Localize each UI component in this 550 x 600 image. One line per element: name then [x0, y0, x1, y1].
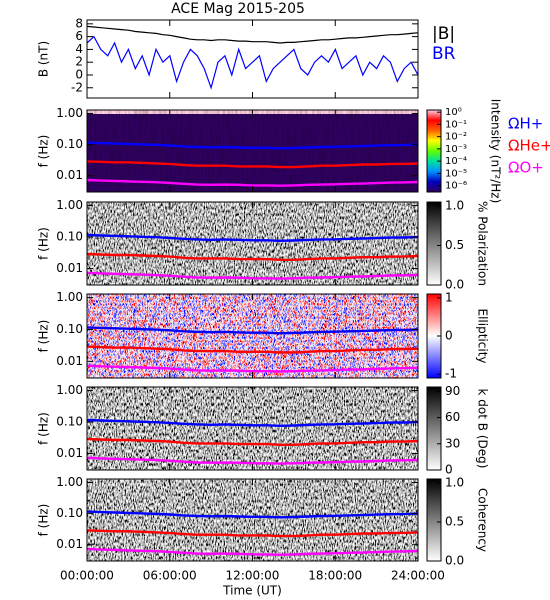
series-line	[87, 529, 418, 538]
colorbar-tick-label: 0.0	[445, 554, 464, 568]
y-tick-label: 4	[75, 42, 83, 56]
y-tick-label: 6	[75, 29, 83, 43]
colorbar-tick-label: 0.5	[445, 238, 464, 252]
colorbar-tick-label: 10⁻²	[445, 132, 467, 143]
series-line	[87, 437, 418, 446]
y-axis-label: f (Hz)	[37, 135, 51, 168]
legend-entry: ΩH+	[508, 115, 543, 133]
y-tick-label: 1.00	[56, 106, 83, 120]
series-line	[87, 326, 418, 335]
legend-entry: ΩO+	[508, 159, 544, 177]
colorbar-tick-label: 0.5	[445, 514, 464, 528]
chart-title: ACE Mag 2015-205	[171, 1, 305, 17]
colorbar-label: % Polarization	[476, 201, 490, 286]
colorbar-tick-label: 10⁻⁴	[445, 156, 467, 167]
series-line	[87, 364, 418, 373]
colorbar	[426, 386, 442, 471]
colorbar-tick-label: 10⁻¹	[445, 119, 467, 130]
y-tick-label: 0.01	[56, 168, 83, 182]
colorbar-tick-label: 1	[445, 290, 453, 304]
legend-entry: BR	[432, 44, 456, 64]
y-axis-label: f (Hz)	[37, 320, 51, 353]
legend-entry: |B|	[432, 24, 455, 44]
y-tick-label: 0	[75, 67, 83, 81]
series-line	[87, 252, 418, 261]
colorbar-tick-label: 10⁻⁵	[445, 168, 467, 179]
series-line	[87, 345, 418, 354]
colorbar-tick-label: 30	[445, 436, 460, 450]
series-line	[87, 160, 418, 169]
y-axis-label: f (Hz)	[37, 227, 51, 260]
y-axis-label: f (Hz)	[37, 412, 51, 445]
spectrogram-image	[87, 294, 418, 378]
colorbar-tick-label: -1	[445, 367, 457, 381]
colorbar-tick-label: 0	[445, 463, 453, 477]
colorbar	[426, 201, 442, 286]
spectrogram-texture	[87, 110, 418, 192]
y-tick-label: 1.00	[56, 290, 83, 304]
y-tick-label: 0.10	[56, 506, 83, 520]
y-tick-label: 0.01	[56, 537, 83, 551]
spectrogram-image	[87, 387, 418, 470]
y-tick-label: 0.01	[56, 354, 83, 368]
y-tick-label: 0.10	[56, 137, 83, 151]
x-axis-label: Time (UT)	[222, 584, 282, 598]
y-tick-label: -2	[71, 80, 83, 94]
colorbar-tick-label: 1.0	[445, 198, 464, 212]
series-line	[87, 547, 418, 556]
colorbar-tick-label: 60	[445, 410, 460, 424]
series-line	[87, 456, 418, 465]
colorbar-tick-label: 10⁰	[445, 107, 462, 118]
series-line	[87, 25, 418, 44]
y-tick-label: 2	[75, 55, 83, 69]
series-line	[87, 233, 418, 243]
series-line	[87, 178, 418, 187]
colorbar-label: Coherency	[476, 488, 490, 552]
series-line	[87, 271, 418, 280]
y-tick-label: 0.10	[56, 322, 83, 336]
colorbar-tick-label: 1.0	[445, 475, 464, 489]
series-line	[87, 418, 418, 428]
colorbar	[426, 109, 442, 193]
spectrogram-image	[87, 202, 418, 285]
colorbar-label: Intensity (nT²/Hz)	[489, 99, 503, 204]
y-tick-label: 1.00	[56, 475, 83, 489]
colorbar-tick-label: 0.0	[445, 278, 464, 292]
y-tick-label: 0.01	[56, 261, 83, 275]
y-axis-label: f (Hz)	[37, 504, 51, 537]
colorbar-tick-label: 10⁻³	[445, 144, 467, 155]
y-tick-label: 0.01	[56, 446, 83, 460]
colorbar-label: k dot B (Deg)	[476, 389, 490, 469]
spectrogram-image	[87, 479, 418, 561]
colorbar	[426, 478, 442, 562]
x-tick-label: 06:00:00	[143, 569, 197, 583]
colorbar-tick-label: 10⁻⁶	[445, 181, 467, 192]
series-line	[87, 510, 418, 519]
legend-entry: ΩHe+	[508, 137, 550, 155]
y-tick-label: 0.10	[56, 415, 83, 429]
x-tick-label: 18:00:00	[308, 569, 362, 583]
x-tick-label: 00:00:00	[60, 569, 114, 583]
y-tick-label: 0.10	[56, 230, 83, 244]
y-tick-label: 1.00	[56, 198, 83, 212]
series-line	[87, 35, 418, 90]
colorbar-tick-label: 0	[445, 329, 453, 343]
y-axis-label: B (nT)	[37, 41, 51, 77]
x-tick-label: 24:00:00	[391, 569, 445, 583]
y-tick-label: 1.00	[56, 383, 83, 397]
colorbar-label: Ellipticity	[476, 309, 490, 364]
series-line	[87, 141, 418, 150]
x-tick-label: 12:00:00	[226, 569, 280, 583]
y-tick-label: 8	[75, 16, 83, 30]
colorbar-tick-label: 90	[445, 384, 460, 398]
